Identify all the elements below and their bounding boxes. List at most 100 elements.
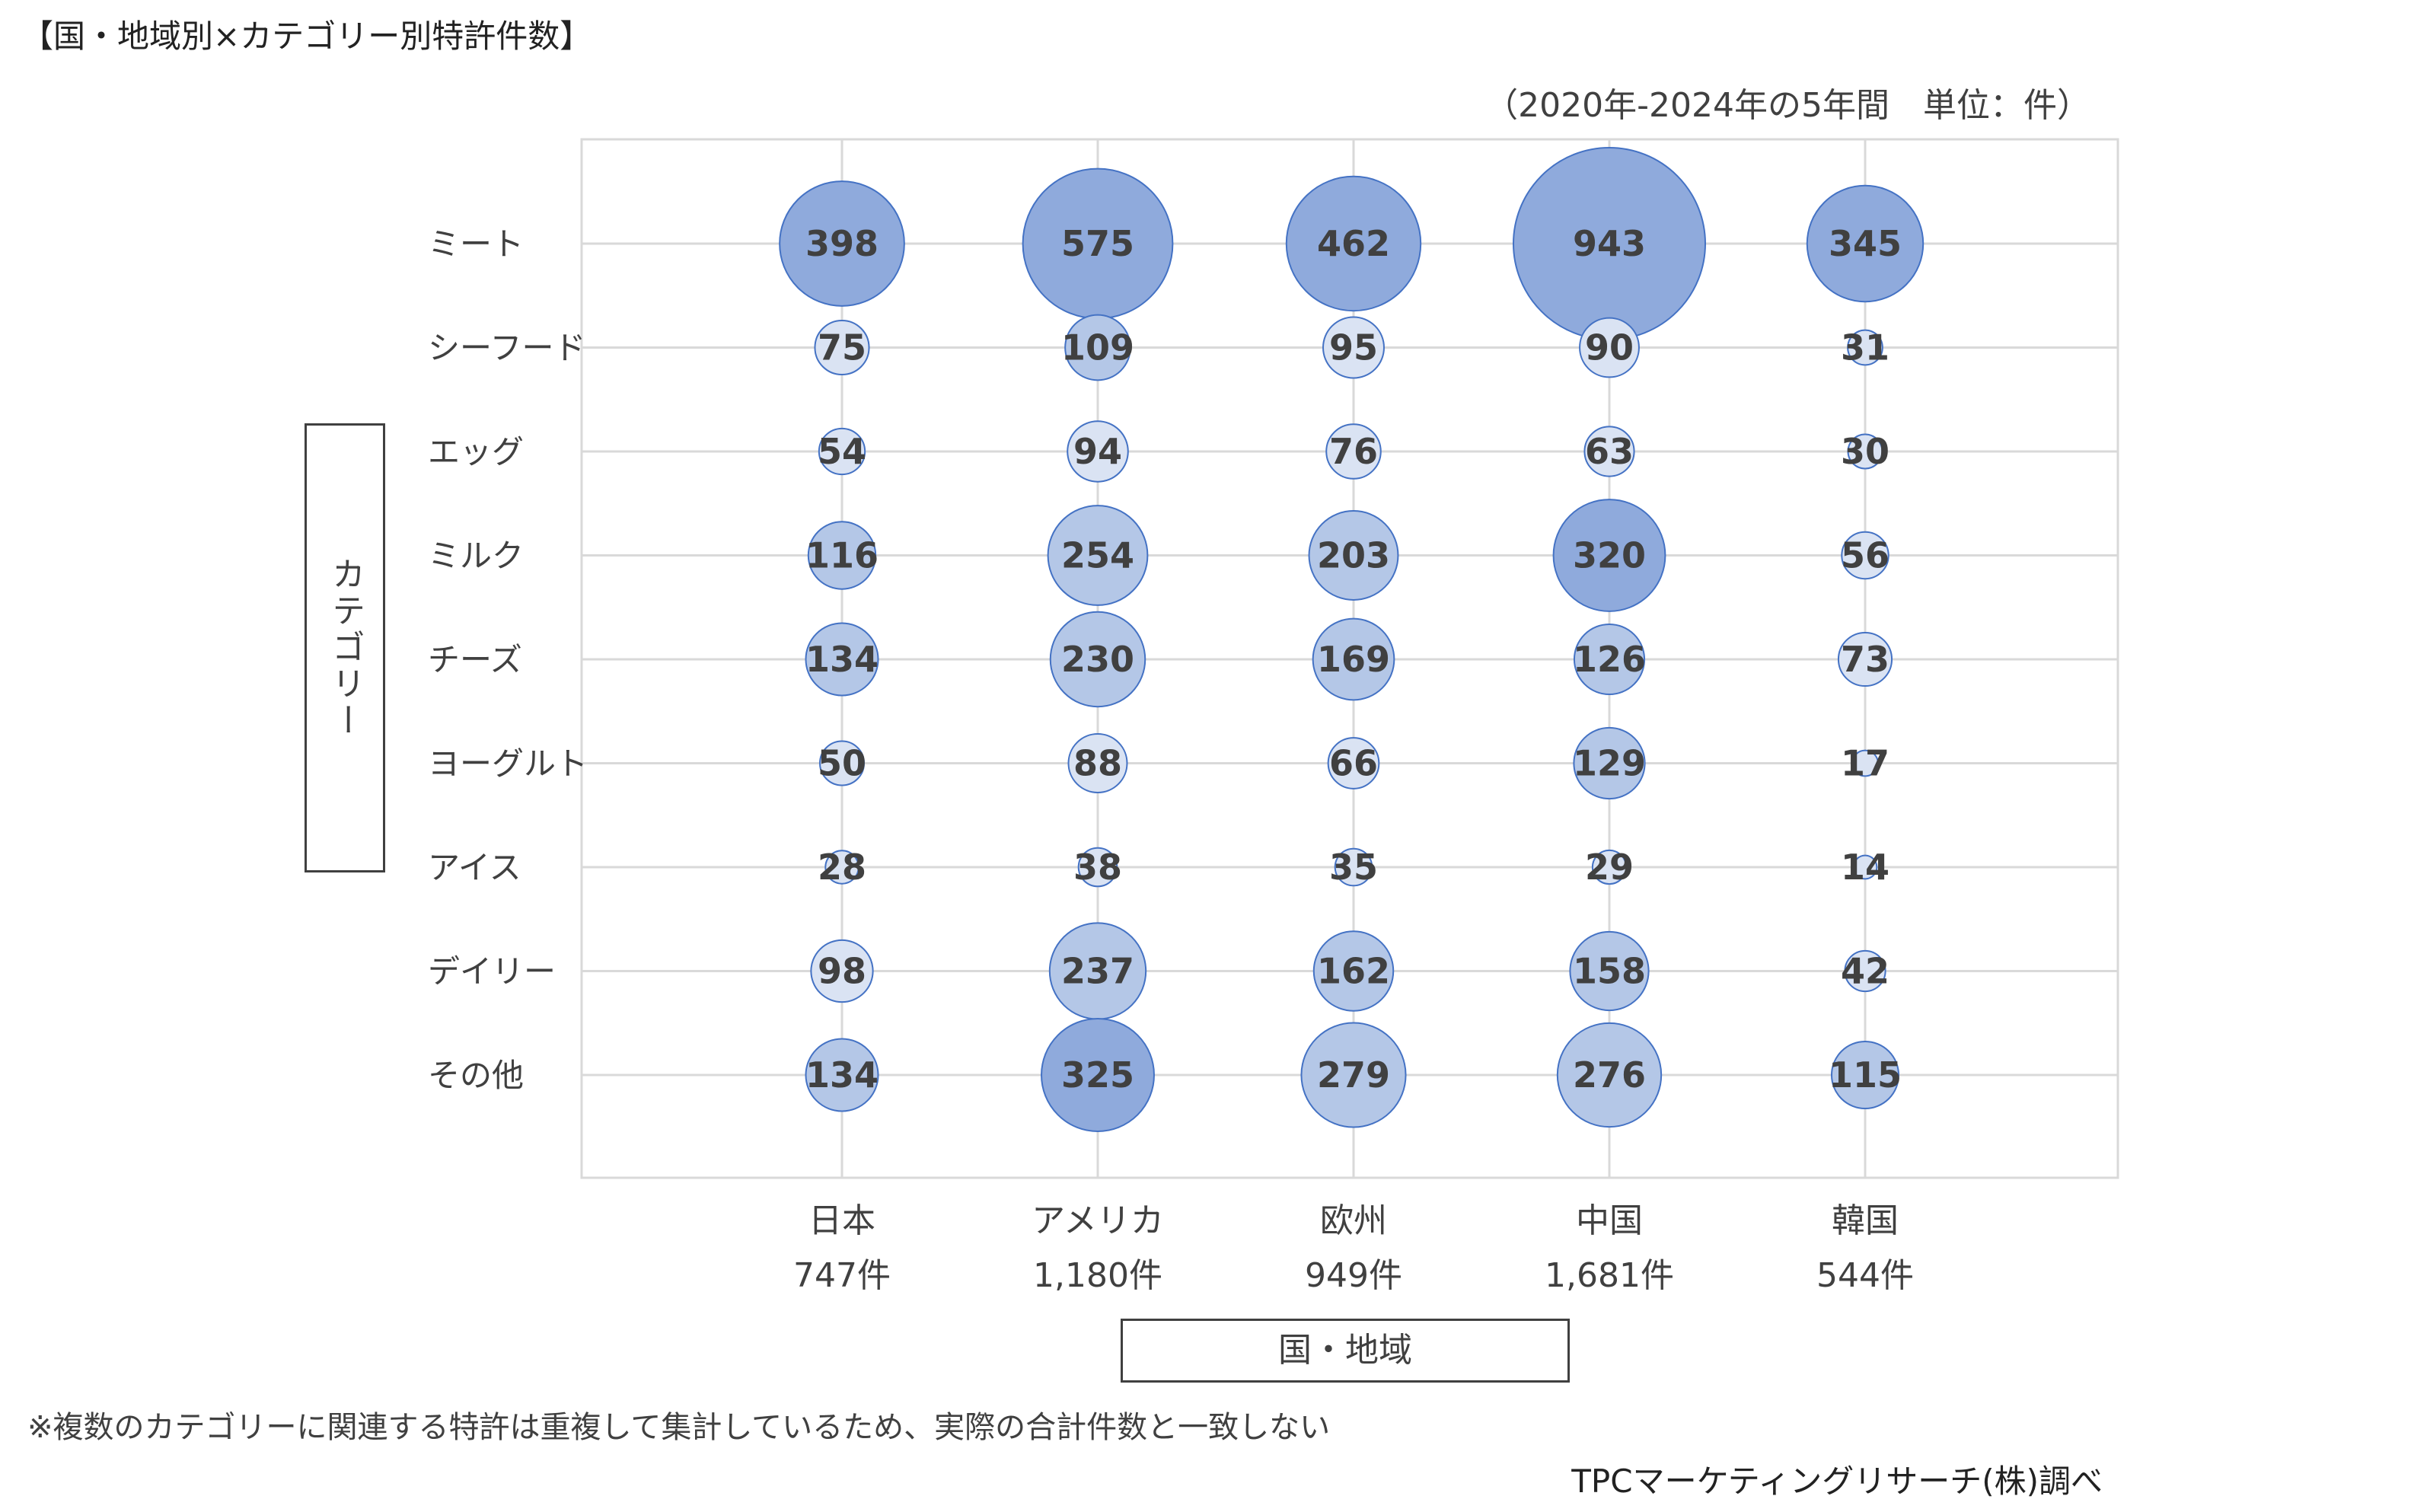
x-tick-label: 中国 xyxy=(1576,1201,1643,1240)
y-tick-label: チーズ xyxy=(428,641,522,678)
bubble-value-label: 75 xyxy=(818,327,866,368)
bubble-value-label: 230 xyxy=(1061,639,1134,680)
bubble-日本-アイス xyxy=(824,850,859,885)
y-tick-label: シーフード xyxy=(428,330,585,367)
bubble-series xyxy=(779,147,1925,1132)
source-credit: TPCマーケティングリサーチ(株)調べ xyxy=(1571,1463,2103,1500)
bubble-value-label: 276 xyxy=(1573,1054,1646,1096)
bubble-中国-エッグ xyxy=(1583,426,1635,477)
bubble-日本-その他 xyxy=(805,1038,879,1112)
x-tick-total-label: 949件 xyxy=(1305,1256,1402,1295)
bubble-value-label: 94 xyxy=(1073,431,1122,472)
y-tick-label: エッグ xyxy=(428,433,524,471)
bubble-value-label: 95 xyxy=(1329,327,1378,368)
bubble-アメリカ-アイス xyxy=(1077,847,1118,888)
bubble-value-label: 17 xyxy=(1841,743,1889,784)
period-unit-note: （2020年-2024年の5年間 単位：件） xyxy=(1484,86,2090,125)
bubble-value-label: 63 xyxy=(1585,431,1634,472)
bubble-value-label: 129 xyxy=(1573,743,1646,784)
bubble-日本-ミート xyxy=(779,180,905,307)
bubble-欧州-シーフード xyxy=(1322,316,1385,379)
bubble-韓国-アイス xyxy=(1852,854,1878,880)
bubble-value-label: 134 xyxy=(805,1054,879,1096)
bubble-韓国-その他 xyxy=(1830,1040,1900,1110)
bubble-韓国-エッグ xyxy=(1847,433,1883,470)
bubble-value-label: 42 xyxy=(1841,951,1889,992)
bubble-アメリカ-シーフード xyxy=(1064,314,1131,381)
bubble-日本-チーズ xyxy=(805,622,879,697)
x-tick-label: 韓国 xyxy=(1832,1201,1899,1240)
bubble-韓国-ミルク xyxy=(1841,531,1889,580)
y-axis-title: カテゴリー xyxy=(326,557,365,739)
bubble-value-label: 109 xyxy=(1061,327,1134,368)
bubble-value-label: 279 xyxy=(1317,1054,1390,1096)
bubble-value-label: 88 xyxy=(1073,743,1122,784)
bubble-value-label: 54 xyxy=(818,431,866,472)
bubble-中国-その他 xyxy=(1556,1022,1663,1128)
bubble-value-label: 98 xyxy=(818,951,866,992)
bubble-中国-シーフード xyxy=(1579,317,1640,378)
bubble-value-label: 325 xyxy=(1061,1054,1134,1096)
y-tick-label: ミルク xyxy=(428,537,524,575)
x-tick-total-label: 1,681件 xyxy=(1545,1256,1674,1295)
bubble-value-label: 462 xyxy=(1317,223,1390,264)
bubble-欧州-その他 xyxy=(1300,1022,1407,1128)
bubble-日本-ヨーグルト xyxy=(818,740,866,786)
bubble-中国-アイス xyxy=(1591,849,1628,885)
bubble-中国-ミルク xyxy=(1552,499,1666,612)
bubble-value-label: 169 xyxy=(1317,639,1390,680)
bubble-value-label: 56 xyxy=(1841,535,1889,576)
plot-area-border xyxy=(580,138,2119,1179)
bubble-日本-エッグ xyxy=(818,427,866,476)
bubble-韓国-ヨーグルト xyxy=(1851,749,1879,777)
bubble-value-label: 30 xyxy=(1841,431,1889,472)
bubble-アメリカ-ヨーグルト xyxy=(1067,733,1128,793)
bubble-value-label: 162 xyxy=(1317,951,1390,992)
footnote: ※複数のカテゴリーに関連する特許は重複して集計しているため、実際の合計件数と一致… xyxy=(27,1410,1331,1445)
bubble-欧州-アイス xyxy=(1334,847,1373,887)
bubble-韓国-シーフード xyxy=(1847,329,1883,366)
bubble-欧州-ミート xyxy=(1285,175,1422,312)
chart-title: 【国・地域別×カテゴリー別特許件数】 xyxy=(21,18,592,55)
bubble-value-label: 76 xyxy=(1329,431,1378,472)
x-tick-total-label: 544件 xyxy=(1816,1256,1914,1295)
bubble-韓国-チーズ xyxy=(1837,631,1893,687)
bubble-value-label: 116 xyxy=(805,535,879,576)
bubble-中国-チーズ xyxy=(1573,623,1646,696)
x-tick-label: 欧州 xyxy=(1320,1201,1387,1240)
bubble-value-label: 29 xyxy=(1585,847,1634,888)
y-tick-label: その他 xyxy=(428,1057,524,1094)
bubble-value-label: 254 xyxy=(1061,535,1134,576)
bubble-value-label: 398 xyxy=(805,223,879,264)
bubble-日本-ミルク xyxy=(807,521,877,590)
bubble-value-label: 35 xyxy=(1329,847,1378,888)
bubble-value-label: 126 xyxy=(1573,639,1646,680)
bubble-value-label: 345 xyxy=(1829,223,1902,264)
y-tick-label: ミート xyxy=(428,225,524,263)
bubble-アメリカ-エッグ xyxy=(1067,420,1129,483)
bubble-欧州-ミルク xyxy=(1308,510,1399,601)
bubble-value-label: 14 xyxy=(1841,847,1889,888)
bubble-欧州-デイリー xyxy=(1312,930,1395,1012)
bubble-value-label: 28 xyxy=(818,847,866,888)
bubble-中国-デイリー xyxy=(1569,930,1650,1012)
bubble-value-label: 73 xyxy=(1841,639,1889,680)
bubble-韓国-デイリー xyxy=(1844,949,1886,993)
y-axis-title-box: カテゴリー xyxy=(305,423,385,872)
bubble-アメリカ-チーズ xyxy=(1049,611,1146,708)
bubble-欧州-ヨーグルト xyxy=(1327,737,1380,789)
y-tick-label: アイス xyxy=(428,849,521,886)
x-axis-title: 国・地域 xyxy=(1121,1319,1570,1383)
bubble-value-label: 237 xyxy=(1061,951,1134,992)
bubble-value-label: 943 xyxy=(1573,223,1646,264)
bubble-value-label: 66 xyxy=(1329,743,1378,784)
bubble-欧州-チーズ xyxy=(1312,617,1395,701)
bubble-中国-ヨーグルト xyxy=(1573,726,1646,800)
x-tick-total-label: 747件 xyxy=(793,1256,891,1295)
bubble-value-label: 320 xyxy=(1573,535,1646,576)
bubble-value-labels: 398 575 462 943 345 75 109 95 90 31 54 94 76 63 30 116 2… xyxy=(805,223,1902,1096)
bubble-value-label: 50 xyxy=(818,743,866,784)
bubble-欧州-エッグ xyxy=(1325,423,1382,480)
